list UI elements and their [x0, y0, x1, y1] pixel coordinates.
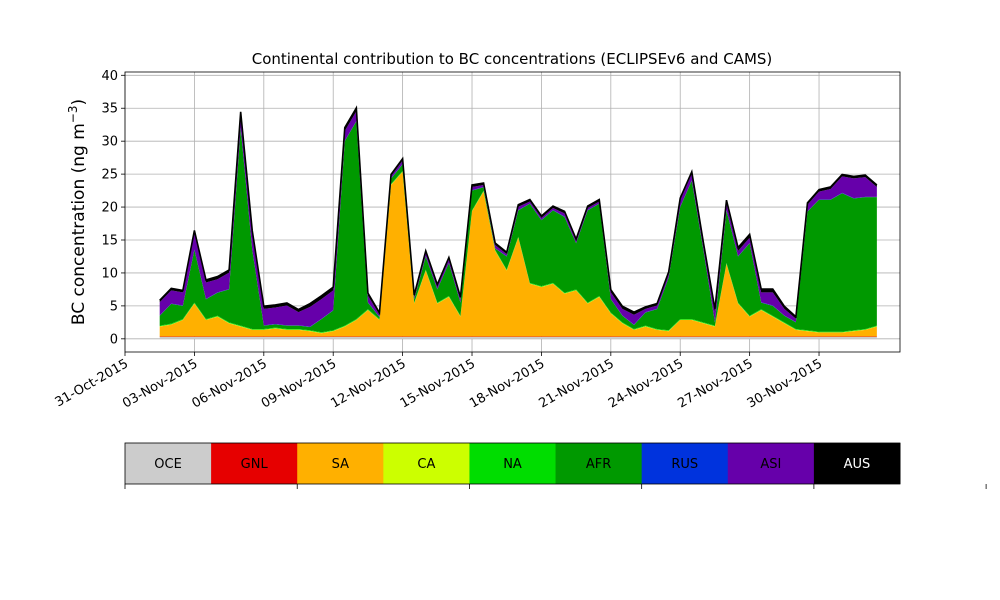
legend-swatch-afr	[555, 443, 643, 484]
legend-swatch-asi	[727, 443, 815, 484]
legend-label-afr: AFR	[586, 457, 611, 472]
y-axis-label: BC concentration (ng m−3)	[66, 99, 89, 325]
y-tick-label: 15	[101, 234, 118, 249]
legend-colorbar: OCE GNL SA CA NA AFR RUS ASI AUS	[124, 442, 987, 489]
y-tick-label: 20	[101, 201, 118, 216]
legend-swatch-sa	[297, 443, 384, 484]
chart-title: Continental contribution to BC concentra…	[252, 50, 773, 68]
y-tick-label: 35	[101, 102, 118, 117]
y-tick-label: 25	[101, 168, 118, 183]
x-tick-label: 18-Nov-2015	[467, 356, 547, 411]
x-tick-label: 24-Nov-2015	[606, 356, 686, 411]
legend-label-gnl: GNL	[241, 457, 269, 472]
area-afr	[159, 121, 877, 333]
y-axis-label-text: BC concentration (ng m	[69, 123, 89, 325]
x-tick-label: 31-Oct-2015	[53, 356, 131, 410]
plot-frame	[124, 71, 901, 353]
legend-swatch-ca	[383, 443, 470, 484]
legend-label-ca: CA	[417, 457, 435, 472]
x-tick-label: 27-Nov-2015	[675, 356, 755, 411]
y-tick-label: 30	[101, 135, 118, 150]
legend-frame	[124, 442, 901, 485]
y-tick-label: 40	[101, 69, 118, 84]
legend-label-asi: ASI	[760, 457, 781, 472]
legend-label-rus: RUS	[671, 457, 698, 472]
legend-swatch-na	[469, 443, 557, 484]
legend-label-oce: OCE	[154, 457, 182, 472]
y-tick-label: 10	[101, 266, 118, 281]
x-tick-label: 12-Nov-2015	[328, 356, 408, 411]
legend-swatch-aus	[813, 443, 901, 484]
legend-swatch-oce	[125, 443, 212, 484]
legend-label-na: NA	[503, 457, 522, 472]
x-tick-label: 03-Nov-2015	[120, 356, 200, 411]
x-tick-label: 30-Nov-2015	[745, 356, 825, 411]
y-tick-label: 5	[110, 299, 118, 314]
x-tick-label: 06-Nov-2015	[190, 356, 270, 411]
area-sa	[159, 171, 877, 337]
y-axis-label-close: )	[69, 99, 89, 106]
legend-swatch-gnl	[211, 443, 298, 484]
total-outline	[159, 105, 878, 319]
y-axis-label-exponent: −3	[66, 105, 80, 123]
x-tick-label: 09-Nov-2015	[259, 356, 339, 411]
y-tick-label: 0	[110, 332, 118, 347]
x-tick-label: 21-Nov-2015	[537, 356, 617, 411]
stacked-areas	[159, 105, 878, 339]
legend-label-sa: SA	[332, 457, 349, 472]
legend-label-aus: AUS	[844, 457, 871, 472]
legend-swatch-rus	[641, 443, 729, 484]
x-tick-label: 15-Nov-2015	[398, 356, 478, 411]
area-oce	[159, 336, 877, 339]
